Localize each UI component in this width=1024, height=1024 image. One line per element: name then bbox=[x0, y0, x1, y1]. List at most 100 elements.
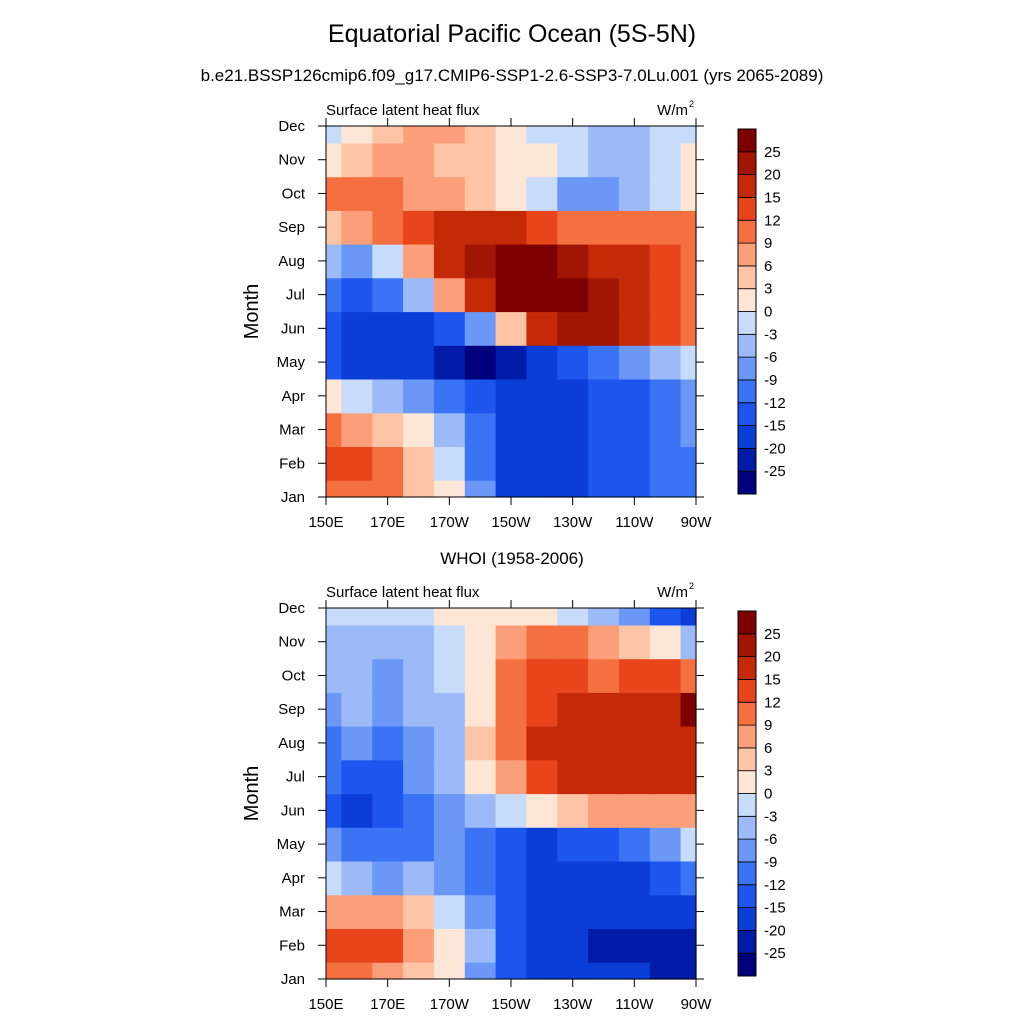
heatmap-cell bbox=[326, 379, 342, 414]
heatmap-cell bbox=[588, 446, 620, 481]
x-tick-label: 150W bbox=[491, 996, 531, 1013]
heatmap-cell bbox=[341, 345, 373, 380]
colorbar-label: -20 bbox=[764, 922, 786, 939]
heatmap-cell bbox=[433, 793, 466, 828]
heatmap-cell bbox=[326, 726, 342, 761]
heatmap-cell bbox=[341, 861, 373, 896]
x-tick-label: 90W bbox=[681, 514, 713, 531]
heatmap-cell bbox=[526, 861, 558, 896]
colorbar-box bbox=[737, 724, 757, 749]
colorbar-box bbox=[737, 128, 757, 153]
heatmap-cell bbox=[618, 412, 651, 447]
heatmap-cell bbox=[372, 277, 404, 313]
heatmap-cell bbox=[372, 692, 404, 727]
heatmap-cell bbox=[557, 345, 589, 380]
colorbar-box bbox=[737, 884, 757, 908]
heatmap-cell bbox=[464, 624, 497, 660]
heatmap-cell bbox=[464, 345, 497, 380]
heatmap-cell bbox=[464, 928, 497, 963]
heatmap-cell bbox=[526, 962, 558, 980]
colorbar-box bbox=[737, 174, 757, 198]
y-tick-label: Mar bbox=[279, 422, 305, 439]
heatmap-cell bbox=[403, 726, 435, 761]
heatmap-cell bbox=[326, 126, 342, 144]
colorbar-label: -9 bbox=[764, 854, 777, 871]
heatmap-cell bbox=[403, 446, 435, 481]
heatmap-cell bbox=[372, 793, 404, 828]
heatmap-cell bbox=[526, 210, 558, 245]
heatmap-cell bbox=[326, 210, 342, 245]
heatmap-cell bbox=[464, 759, 497, 795]
heatmap-cell bbox=[618, 658, 651, 693]
colorbar-label: 6 bbox=[764, 740, 772, 757]
colorbar-label: -12 bbox=[764, 395, 786, 412]
heatmap-cell bbox=[372, 624, 404, 660]
heatmap-cell bbox=[495, 311, 527, 346]
heatmap-cell bbox=[495, 142, 527, 178]
heatmap-cell bbox=[433, 692, 466, 727]
heatmap-cell bbox=[680, 244, 697, 279]
heatmap-cell bbox=[680, 379, 697, 414]
heatmap-cell bbox=[433, 928, 466, 963]
heatmap-cell bbox=[326, 692, 342, 727]
colorbar-box bbox=[737, 333, 757, 358]
heatmap-cell bbox=[433, 345, 466, 380]
heatmap-cell bbox=[464, 210, 497, 245]
heatmap-cell bbox=[326, 962, 342, 980]
heatmap-cell bbox=[557, 759, 589, 795]
heatmap-cell bbox=[649, 210, 682, 245]
heatmap-cell bbox=[618, 277, 651, 313]
heatmap-cell bbox=[680, 210, 697, 245]
heatmap-cell bbox=[495, 827, 527, 862]
heatmap-cell bbox=[618, 126, 651, 144]
heatmap-cell bbox=[649, 311, 682, 346]
colorbar-label: -3 bbox=[764, 326, 777, 343]
heatmap-cell bbox=[341, 624, 373, 660]
heatmap-cell bbox=[326, 861, 342, 896]
heatmap-cell bbox=[588, 244, 620, 279]
heatmap-cell bbox=[433, 624, 466, 660]
heatmap-cell bbox=[649, 277, 682, 313]
heatmap-cell bbox=[372, 244, 404, 279]
heatmap-cell bbox=[680, 311, 697, 346]
colorbar-label: 9 bbox=[764, 717, 772, 734]
colorbar-box bbox=[737, 402, 757, 426]
y-tick-label: Apr bbox=[282, 870, 305, 887]
colorbar-label: 12 bbox=[764, 212, 781, 229]
heatmap-cell bbox=[649, 142, 682, 178]
heatmap-cell bbox=[403, 126, 435, 144]
colorbar-label: 15 bbox=[764, 671, 781, 688]
heatmap-cell bbox=[326, 244, 342, 279]
heatmap-cell bbox=[526, 311, 558, 346]
heatmap-cell bbox=[649, 793, 682, 828]
heatmap-cell bbox=[326, 759, 342, 795]
colorbar-box bbox=[737, 425, 757, 449]
heatmap-cell bbox=[326, 928, 342, 963]
figure-subtitle: b.e21.BSSP126cmip6.f09_g17.CMIP6-SSP1-2.… bbox=[200, 66, 824, 85]
colorbar-box bbox=[737, 838, 757, 863]
colorbar-box bbox=[737, 447, 757, 472]
heatmap-cell bbox=[680, 412, 697, 447]
heatmap-cell bbox=[557, 827, 589, 862]
heatmap-cell bbox=[341, 692, 373, 727]
heatmap-cell bbox=[403, 827, 435, 862]
heatmap-cell bbox=[618, 726, 651, 761]
heatmap-cell bbox=[680, 658, 697, 693]
y-tick-label: Apr bbox=[282, 388, 305, 405]
heatmap-cell bbox=[495, 692, 527, 727]
heatmap-cell bbox=[403, 379, 435, 414]
heatmap-cell bbox=[372, 126, 404, 144]
heatmap-cell bbox=[649, 446, 682, 481]
heatmap-cell bbox=[557, 446, 589, 481]
heatmap-cell bbox=[341, 793, 373, 828]
y-tick-label: Jul bbox=[286, 287, 305, 304]
heatmap-cell bbox=[680, 827, 697, 862]
heatmap-cell bbox=[526, 412, 558, 447]
heatmap-cell bbox=[557, 726, 589, 761]
heatmap-cell bbox=[403, 480, 435, 498]
heatmap-cell bbox=[618, 928, 651, 963]
heatmap-cell bbox=[326, 658, 342, 693]
heatmap-cell bbox=[649, 759, 682, 795]
heatmap-cell bbox=[372, 345, 404, 380]
